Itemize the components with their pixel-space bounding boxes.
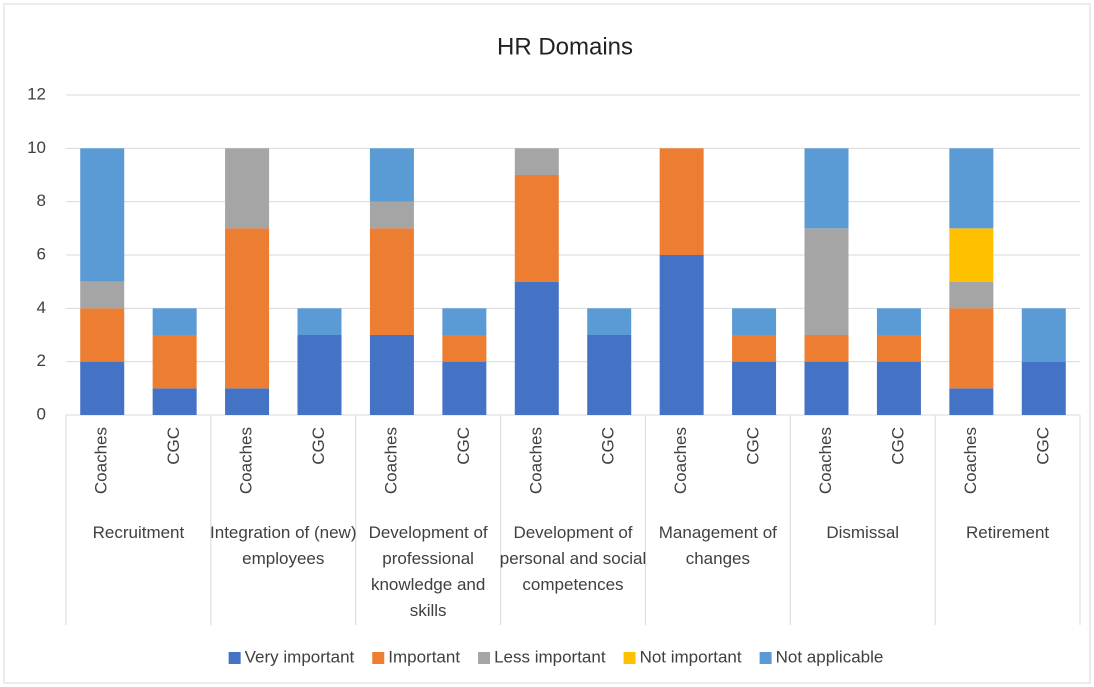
bar-segment — [514, 281, 559, 415]
x-tick-label: CGC — [599, 427, 618, 465]
group-label: Recruitment — [92, 523, 185, 542]
bar-segment — [442, 308, 487, 335]
bar-segment — [1021, 308, 1066, 362]
x-tick-label: CGC — [454, 427, 473, 465]
bar-segment — [804, 335, 849, 362]
bar-segment — [732, 361, 777, 415]
bar-segment — [1021, 361, 1066, 415]
bar-segment — [659, 148, 704, 255]
legend-swatch — [623, 652, 636, 664]
bar-segment — [949, 148, 994, 229]
bar-segment — [587, 308, 632, 335]
legend-label: Less important — [494, 647, 606, 666]
bar-segment — [732, 308, 777, 335]
bar-segment — [152, 335, 197, 389]
y-tick-label: 6 — [37, 244, 46, 263]
bar-segment — [514, 148, 559, 175]
chart-title: HR Domains — [497, 33, 633, 60]
legend-swatch — [478, 652, 491, 664]
bar-segment — [152, 308, 197, 335]
bar-segment — [225, 148, 270, 229]
y-tick-label: 0 — [37, 404, 46, 423]
bar-segment — [225, 388, 270, 415]
x-tick-label: CGC — [309, 427, 328, 465]
bar-segment — [225, 228, 270, 389]
x-tick-label: Coaches — [671, 427, 690, 494]
y-tick-label: 4 — [37, 298, 46, 317]
x-tick-label: Coaches — [237, 427, 256, 494]
group-label: Development of professional knowledge an… — [368, 523, 488, 620]
bar-segment — [442, 361, 487, 415]
bar-segment — [297, 308, 342, 335]
x-tick-label: Coaches — [381, 427, 400, 494]
bar-segment — [80, 148, 125, 282]
bar-segment — [369, 335, 414, 415]
bar-segment — [587, 335, 632, 415]
bar-segment — [659, 255, 704, 415]
group-label: Management of changes — [658, 523, 777, 568]
bar-segment — [804, 361, 849, 415]
bar-segment — [442, 335, 487, 362]
x-tick-label: CGC — [1033, 427, 1052, 465]
x-tick-label: CGC — [744, 427, 763, 465]
x-tick-label: CGC — [888, 427, 907, 465]
bar-segment — [514, 175, 559, 282]
x-tick-label: Coaches — [92, 427, 111, 494]
legend-label: Important — [388, 647, 460, 666]
y-tick-label: 2 — [37, 351, 46, 370]
y-tick-label: 8 — [37, 191, 46, 210]
x-tick-label: Coaches — [961, 427, 980, 494]
legend-swatch — [759, 652, 772, 664]
x-tick-label: CGC — [164, 427, 183, 465]
group-label: Development of personal and social compe… — [499, 523, 647, 594]
bar-segment — [297, 335, 342, 415]
bar-segment — [949, 228, 994, 282]
bar-segment — [369, 201, 414, 229]
legend-swatch — [372, 652, 385, 664]
x-tick-label: Coaches — [526, 427, 545, 494]
legend-label: Not important — [640, 647, 742, 666]
bar-segment — [80, 281, 125, 309]
bar-segment — [369, 148, 414, 202]
group-label: Dismissal — [826, 523, 900, 542]
bar-segment — [732, 335, 777, 362]
bar-segment — [949, 308, 994, 389]
bar-segment — [369, 228, 414, 335]
bar-segment — [152, 388, 197, 415]
bar-segment — [949, 388, 994, 415]
group-label: Retirement — [965, 523, 1050, 542]
legend-label: Not applicable — [776, 647, 884, 666]
bar-segment — [80, 308, 125, 362]
y-tick-label: 10 — [27, 138, 46, 157]
bar-segment — [876, 335, 921, 362]
bar-segment — [876, 361, 921, 415]
y-tick-label: 12 — [27, 84, 46, 103]
bar-segment — [876, 308, 921, 335]
legend-label: Very important — [245, 647, 355, 666]
legend-swatch — [228, 652, 241, 664]
bar-segment — [804, 228, 849, 335]
bar-segment — [949, 281, 994, 309]
bar-segment — [80, 361, 125, 415]
bar-segment — [804, 148, 849, 229]
x-tick-label: Coaches — [816, 427, 835, 494]
group-label: Integration of (new) employees — [210, 523, 357, 568]
